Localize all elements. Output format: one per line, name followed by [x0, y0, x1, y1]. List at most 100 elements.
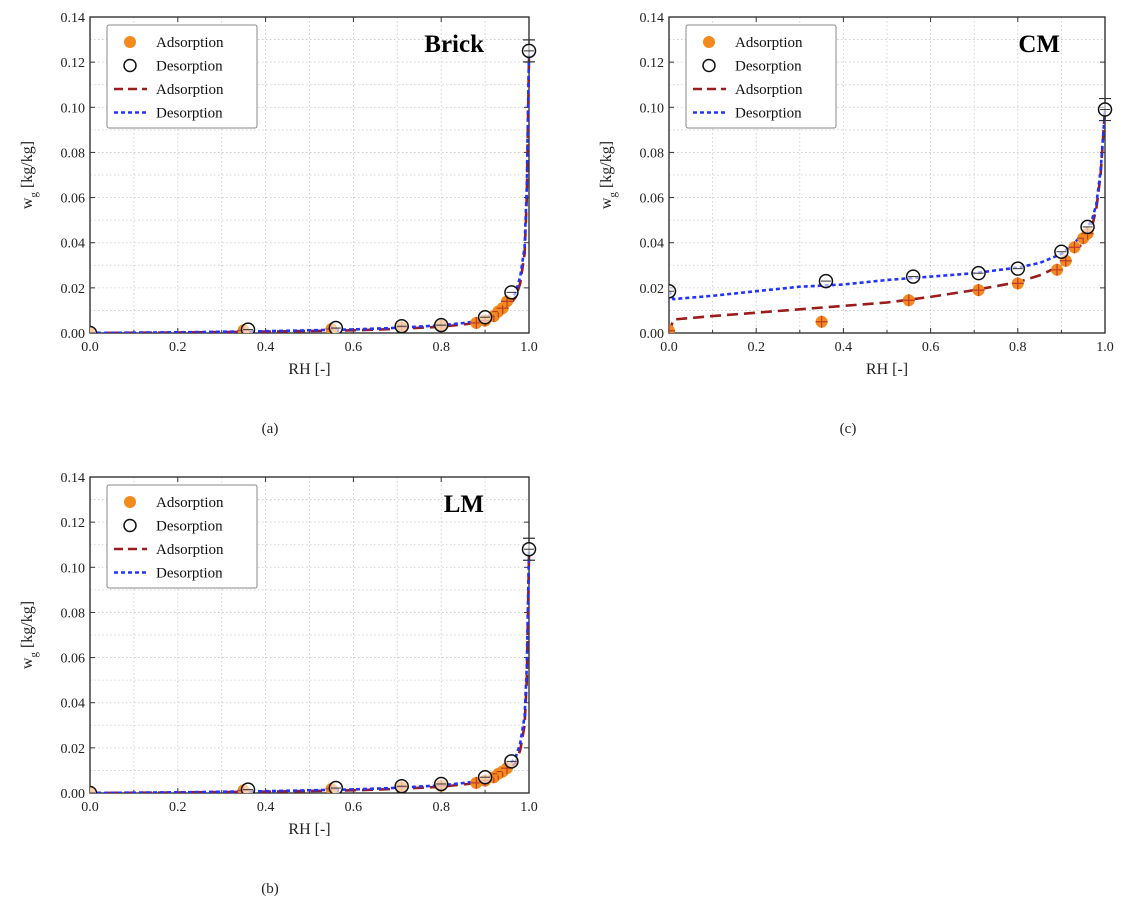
legend-label: Desorption [156, 566, 223, 582]
x-tick-label: 0.0 [81, 340, 99, 355]
chart-panel-brick: 0.0 0.2 0.4 0.6 0.8 1.0 0.00 0.02 0.04 0.06 0.08 0.… [19, 11, 538, 437]
y-tick-label: 0.14 [61, 471, 86, 486]
legend-box [106, 484, 258, 589]
legend-swatch-desorption-point [123, 518, 137, 533]
y-tick-label: 0.12 [640, 56, 665, 71]
legend-label: Desorption [735, 106, 802, 122]
adsorption-error-bar [669, 324, 675, 333]
y-tick-label: 0.08 [61, 606, 86, 621]
legend-box [106, 24, 258, 129]
legend-label: Desorption [156, 519, 223, 535]
material-label: Brick [424, 31, 484, 58]
y-axis-label-unit: [kg/kg] [19, 141, 36, 192]
y-tick-label: 0.00 [640, 327, 665, 342]
y-tick-label: 0.06 [640, 192, 665, 207]
x-tick-label: 1.0 [520, 340, 538, 355]
adsorption-error-bar [1011, 277, 1024, 290]
y-axis-label-unit: [kg/kg] [598, 141, 615, 192]
material-label: LM [444, 491, 484, 518]
desorption-fit-curve [669, 109, 1107, 301]
x-tick-label: 0.4 [835, 340, 853, 355]
legend-label: Desorption [735, 59, 802, 75]
y-tick-label: 0.02 [61, 742, 86, 757]
legend: Adsorption Desorption Adsorption Desorption [106, 484, 258, 589]
legend-swatch-adsorption-point [124, 496, 136, 508]
y-tick-label: 0.04 [61, 237, 86, 252]
plot-area [669, 97, 1113, 333]
legend-swatch-adsorption-point [703, 36, 715, 48]
y-axis-label-sub: g [28, 192, 40, 198]
x-tick-label: 0.6 [922, 340, 940, 355]
y-tick-label: 0.12 [61, 56, 86, 71]
y-tick-label: 0.02 [61, 282, 86, 297]
y-tick-label: 0.14 [61, 11, 86, 26]
y-tick-label: 0.06 [61, 652, 86, 667]
y-tick-label: 0.04 [640, 237, 665, 252]
y-axis-label-sub: g [28, 652, 40, 658]
legend: Adsorption Desorption Adsorption Desorption [106, 24, 258, 129]
desorption-point [240, 782, 256, 793]
adsorption-error-bar [1068, 241, 1081, 254]
legend-label: Adsorption [735, 35, 803, 51]
x-tick-label: 0.8 [432, 800, 450, 815]
legend-label: Adsorption [735, 82, 803, 98]
legend-label: Adsorption [156, 35, 224, 51]
desorption-point [90, 785, 98, 793]
y-tick-label: 0.00 [61, 787, 86, 802]
y-axis-label-unit: [kg/kg] [19, 601, 36, 652]
x-tick-label: 0.2 [747, 340, 765, 355]
x-tick-label: 0.6 [345, 800, 363, 815]
y-tick-label: 0.10 [640, 101, 665, 116]
adsorption-error-bar [972, 284, 985, 297]
x-tick-label: 0.4 [257, 340, 275, 355]
y-tick-label: 0.04 [61, 697, 86, 712]
x-tick-label: 0.2 [169, 800, 187, 815]
adsorption-error-bar [902, 294, 915, 307]
adsorption-error-bar [1051, 263, 1064, 276]
desorption-point [328, 320, 344, 333]
x-axis-label: RH [-] [288, 361, 330, 378]
x-tick-label: 0.6 [345, 340, 363, 355]
x-tick-label: 1.0 [520, 800, 538, 815]
y-tick-label: 0.10 [61, 101, 86, 116]
x-tick-label: 0.2 [169, 340, 187, 355]
legend-label: Adsorption [156, 542, 224, 558]
x-tick-label: 0.8 [432, 340, 450, 355]
x-axis-label: RH [-] [866, 361, 908, 378]
x-tick-label: 0.8 [1009, 340, 1027, 355]
y-tick-label: 0.08 [61, 146, 86, 161]
legend-label: Desorption [156, 59, 223, 75]
legend-swatch-adsorption-point [124, 36, 136, 48]
x-tick-label: 1.0 [1096, 340, 1114, 355]
legend-label: Adsorption [156, 495, 224, 511]
y-axis-label-main: w [598, 197, 615, 209]
y-axis-label: wg [kg/kg] [598, 141, 619, 209]
y-axis-label-sub: g [607, 192, 619, 198]
y-axis-label-main: w [19, 657, 36, 669]
legend: Adsorption Desorption Adsorption Desorption [685, 24, 837, 129]
legend-label: Desorption [156, 106, 223, 122]
legend-swatch-desorption-point [702, 58, 716, 73]
y-tick-label: 0.12 [61, 516, 86, 531]
y-tick-label: 0.02 [640, 282, 665, 297]
plot-area [90, 39, 537, 333]
legend-box [685, 24, 837, 129]
legend-label: Adsorption [156, 82, 224, 98]
desorption-point [240, 322, 256, 333]
y-tick-label: 0.14 [640, 11, 665, 26]
x-tick-label: 0.4 [257, 800, 275, 815]
panel-caption: (b) [261, 881, 279, 897]
y-tick-label: 0.10 [61, 561, 86, 576]
y-tick-label: 0.00 [61, 327, 86, 342]
legend-swatch-desorption-point [123, 58, 137, 73]
panel-caption: (c) [840, 421, 857, 437]
adsorption-error-bar [815, 315, 828, 328]
y-axis-label: wg [kg/kg] [19, 601, 40, 669]
y-tick-label: 0.06 [61, 192, 86, 207]
x-tick-label: 0.0 [81, 800, 99, 815]
y-tick-label: 0.08 [640, 146, 665, 161]
panel-caption: (a) [262, 421, 279, 437]
x-axis-label: RH [-] [288, 821, 330, 838]
plot-area [90, 537, 537, 793]
